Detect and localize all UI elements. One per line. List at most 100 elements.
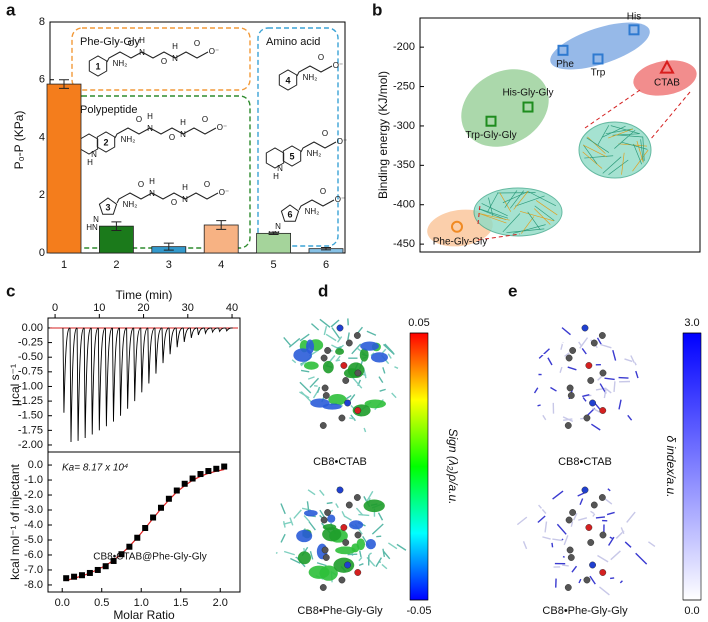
bond <box>603 388 607 399</box>
mesh <box>504 190 518 208</box>
atom-sphere <box>344 399 351 407</box>
chain <box>116 192 219 204</box>
bond <box>323 326 328 336</box>
bond <box>345 394 352 400</box>
atom-sphere <box>321 546 329 554</box>
bond <box>516 516 528 526</box>
y-tick-label: -4.0 <box>24 519 43 531</box>
ring <box>265 145 302 169</box>
injection-peak <box>97 327 106 431</box>
isosurface <box>335 546 356 555</box>
mesh <box>499 192 512 212</box>
structure-number: 5 <box>289 151 294 161</box>
bond <box>556 523 567 535</box>
mesh <box>513 190 529 210</box>
atom-sphere <box>599 569 607 576</box>
injection-peak <box>112 327 120 422</box>
point <box>451 220 463 233</box>
atom: N <box>172 54 178 63</box>
bond <box>615 581 625 590</box>
bond <box>640 387 650 390</box>
bond <box>581 348 587 355</box>
bond <box>522 541 528 550</box>
y-tick-label: -7.0 <box>24 564 43 576</box>
y-tick-label: 0.0 <box>28 459 43 471</box>
y-tick-label: -200 <box>393 41 415 53</box>
atom-sphere <box>564 422 572 429</box>
inset-title: Phe-Gly-Gly <box>80 36 140 48</box>
bond <box>619 580 623 584</box>
bond <box>341 511 346 518</box>
mesh <box>601 125 626 138</box>
atom: H <box>182 183 188 192</box>
structure-number: 6 <box>287 209 292 219</box>
atom-sphere <box>319 584 327 591</box>
x-tick-label: 40 <box>226 302 238 314</box>
bond <box>290 557 301 564</box>
isosurface <box>364 399 386 409</box>
atom: NH₂ <box>121 135 136 144</box>
bond <box>551 542 554 548</box>
mesh <box>614 130 636 149</box>
bond <box>363 427 367 433</box>
bond <box>592 513 596 517</box>
bond <box>534 352 546 356</box>
bond <box>347 332 350 341</box>
bond <box>379 388 386 392</box>
mesh <box>478 213 510 221</box>
atom-sphere <box>322 392 330 399</box>
bond <box>391 392 397 399</box>
atom-sphere <box>585 362 593 369</box>
bond <box>578 517 588 521</box>
bond <box>607 488 611 492</box>
bond <box>396 543 407 551</box>
bond <box>319 318 331 328</box>
isosurface <box>363 499 385 513</box>
atom-sphere <box>340 524 348 531</box>
point <box>157 504 164 511</box>
panel-label: c <box>6 281 15 300</box>
atom: H <box>180 118 186 127</box>
point-label: Phe-Gly-Gly <box>433 236 487 247</box>
bond <box>626 511 636 523</box>
atom: O <box>128 39 134 48</box>
point-label: His <box>627 11 641 22</box>
bond <box>589 558 599 564</box>
annotation: Ka= 8.17 x 10⁴ <box>62 463 128 474</box>
bond <box>597 554 609 563</box>
atom-sphere <box>589 561 596 569</box>
atom-sphere <box>569 347 577 354</box>
x-tick-label: 4 <box>218 259 224 271</box>
caption: CB8•Phe-Gly-Gly <box>542 605 628 617</box>
atom-sphere <box>583 576 591 584</box>
mesh <box>481 203 508 217</box>
panel-label: e <box>508 281 517 300</box>
injection-peak <box>90 327 99 435</box>
atom: H <box>147 112 153 121</box>
atom: N <box>182 195 188 204</box>
bond <box>537 515 546 523</box>
x-tick-label: 3 <box>166 259 172 271</box>
bond <box>595 516 606 519</box>
bond <box>529 404 538 416</box>
bond <box>299 333 310 342</box>
colorbar-tick-label: 3.0 <box>684 317 699 329</box>
isosurface <box>335 348 345 355</box>
bond <box>288 337 301 348</box>
atom-sphere <box>353 332 361 339</box>
bond <box>300 391 312 403</box>
ring-atom: N <box>93 215 99 224</box>
atom-sphere <box>344 561 351 569</box>
atom: N <box>180 130 186 139</box>
group-ellipse <box>633 60 697 96</box>
bond <box>309 551 314 560</box>
bond <box>559 366 563 373</box>
chain <box>300 141 337 153</box>
bond <box>556 503 561 507</box>
point-label: Phe <box>556 59 574 70</box>
bond <box>620 527 625 535</box>
bond <box>608 536 615 546</box>
bond <box>604 377 615 381</box>
mesh <box>535 200 558 216</box>
